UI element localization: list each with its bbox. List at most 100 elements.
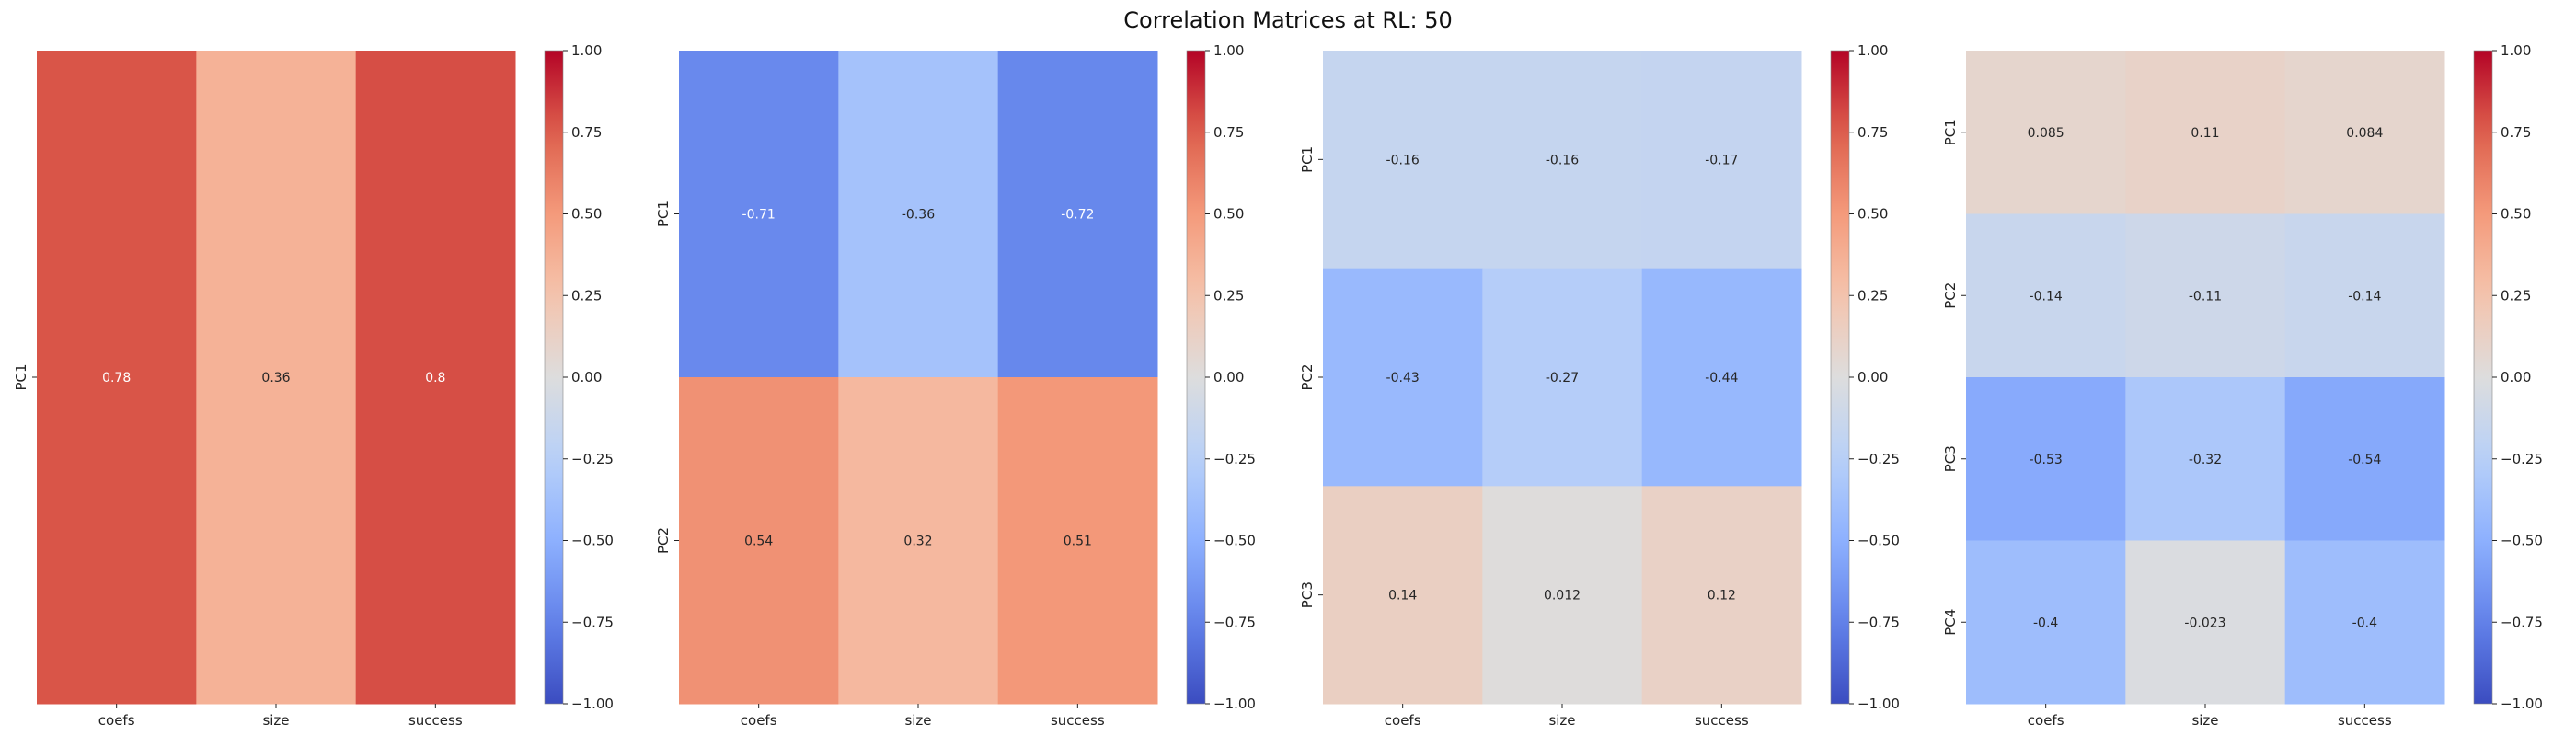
colorbar-tick-label: 0.50 [1857, 206, 1888, 223]
colorbar [545, 51, 563, 704]
cell-value-label: -0.54 [2348, 453, 2381, 467]
x-tick-label: success [408, 712, 463, 729]
colorbar-tick-label: 1.00 [2501, 42, 2531, 59]
colorbar-tick-label: −0.50 [2501, 533, 2543, 549]
x-tick-label: coefs [741, 712, 777, 729]
heatmap-cell [1966, 377, 2126, 541]
y-tick-label: PC2 [655, 527, 672, 554]
heatmap-cell [838, 377, 999, 705]
heatmap-cell [355, 51, 516, 705]
heatmap-cell [196, 51, 357, 705]
x-tick-label: size [904, 712, 931, 729]
x-tick-label: size [2191, 712, 2218, 729]
heatmap-cell [997, 51, 1158, 378]
colorbar-tick-label: 1.00 [1213, 42, 1244, 59]
colorbar-tick-label: 0.75 [2501, 124, 2531, 141]
heatmap-cell [1323, 486, 1483, 705]
cell-value-label: -0.71 [742, 208, 776, 223]
colorbar-tick-label: −0.50 [1857, 533, 1900, 549]
cell-value-label: -0.32 [2189, 453, 2222, 467]
heatmap-cell [37, 51, 197, 705]
cell-value-label: -0.4 [2033, 615, 2058, 630]
y-tick-label: PC1 [13, 363, 29, 390]
cell-value-label: -0.023 [2184, 615, 2225, 630]
x-tick-label: size [262, 712, 289, 729]
x-tick-label: success [1695, 712, 1749, 729]
y-tick-label: PC4 [1942, 609, 1959, 636]
y-tick-label: PC1 [1299, 146, 1316, 173]
colorbar-tick-label: 0.50 [1213, 206, 1244, 223]
colorbar-tick-label: −1.00 [1213, 696, 1256, 712]
heatmap-cell [1966, 213, 2126, 378]
colorbar-tick-label: 0.00 [2501, 369, 2531, 385]
cell-value-label: 0.012 [1544, 589, 1581, 604]
cell-value-label: 0.78 [102, 371, 131, 385]
heatmap-cell [2284, 51, 2445, 214]
colorbar [1831, 51, 1849, 704]
cell-value-label: -0.27 [1546, 371, 1579, 385]
cell-value-label: 0.084 [2346, 126, 2383, 141]
cell-value-label: 0.12 [1708, 589, 1736, 604]
colorbar-tick-label: −1.00 [571, 696, 614, 712]
heatmap-cell [1323, 51, 1483, 270]
colorbar-tick-label: −0.75 [1213, 614, 1256, 630]
colorbar-tick-label: −1.00 [1857, 696, 1900, 712]
cell-value-label: 0.32 [903, 535, 932, 549]
heatmap-cell [1482, 268, 1643, 487]
cell-value-label: 0.8 [425, 371, 445, 385]
colorbar-tick-label: −0.25 [571, 451, 614, 467]
heatmap-cell [679, 377, 839, 705]
heatmap-cell [997, 377, 1158, 705]
cell-value-label: -0.36 [902, 208, 935, 223]
colorbar-tick-label: 0.25 [571, 287, 602, 304]
cell-value-label: -0.14 [2030, 289, 2063, 304]
colorbar-tick-label: −0.75 [1857, 614, 1900, 630]
heatmap-cell [1641, 51, 1802, 270]
colorbar-tick-label: 0.00 [1857, 369, 1888, 385]
cell-value-label: -0.44 [1705, 371, 1738, 385]
y-tick-label: PC2 [1942, 282, 1959, 309]
heatmap-cell [2284, 377, 2445, 541]
cell-value-label: -0.53 [2030, 453, 2063, 467]
figure-title: Correlation Matrices at RL: 50 [1123, 7, 1453, 33]
cell-value-label: 0.51 [1064, 535, 1092, 549]
colorbar-tick-label: −0.75 [571, 614, 614, 630]
cell-value-label: -0.16 [1386, 153, 1420, 167]
colorbar-tick-label: 0.50 [2501, 206, 2531, 223]
heatmap-cell [2284, 213, 2445, 378]
y-tick-label: PC1 [655, 201, 672, 227]
colorbar-tick-label: −0.25 [1213, 451, 1256, 467]
colorbar-tick-label: 0.00 [1213, 369, 1244, 385]
colorbar-tick-label: 0.25 [1213, 287, 1244, 304]
colorbar-tick-label: −1.00 [2501, 696, 2543, 712]
colorbar-tick-label: 1.00 [1857, 42, 1888, 59]
colorbar-tick-label: 0.25 [1857, 287, 1888, 304]
heatmap-cell [838, 51, 999, 378]
heatmap-panel-4: 0.085 0.11 0.084 -0.14 -0.11 -0.14 -0.53 -0.32 -… [1942, 42, 2543, 729]
cell-value-label: 0.36 [261, 371, 290, 385]
cell-value-label: 0.11 [2191, 126, 2219, 141]
heatmap-cell [1482, 486, 1643, 705]
colorbar-tick-label: 0.75 [1213, 124, 1244, 141]
cell-value-label: -0.43 [1386, 371, 1420, 385]
y-tick-label: PC3 [1942, 445, 1959, 472]
heatmap-cell [2125, 51, 2286, 214]
colorbar-tick-label: 0.75 [571, 124, 602, 141]
heatmap-cell [2284, 540, 2445, 705]
x-tick-label: coefs [1385, 712, 1421, 729]
colorbar-tick-label: −0.75 [2501, 614, 2543, 630]
cell-value-label: -0.17 [1705, 153, 1738, 167]
heatmap-cell [1482, 51, 1643, 270]
x-tick-label: coefs [2028, 712, 2064, 729]
cell-value-label: -0.14 [2348, 289, 2381, 304]
heatmap-cell [1641, 268, 1802, 487]
heatmap-cell [1966, 51, 2126, 214]
heatmap-cell [1641, 486, 1802, 705]
heatmap-cell [2125, 213, 2286, 378]
colorbar-tick-label: 0.00 [571, 369, 602, 385]
heatmap-cell [1966, 540, 2126, 705]
heatmap-cell [2125, 377, 2286, 541]
x-tick-label: size [1548, 712, 1575, 729]
heatmap-cell [2125, 540, 2286, 705]
